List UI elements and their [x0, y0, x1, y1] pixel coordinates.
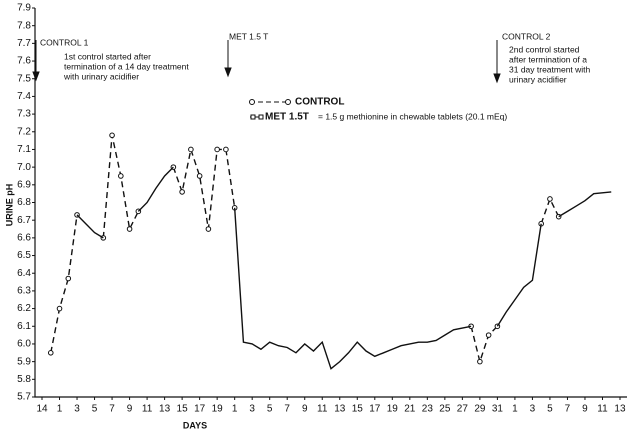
point [56, 305, 63, 312]
y-tick-label: 5.9 [17, 356, 31, 367]
x-tick-label: 7 [284, 404, 290, 415]
x-axis-label: DAYS [183, 420, 207, 430]
x-tick-label: 5 [547, 404, 553, 415]
x-tick-label: 11 [317, 404, 328, 415]
y-tick-label: 7.0 [17, 162, 31, 173]
x-tick-label: 29 [474, 404, 486, 415]
x-tick-label: 19 [212, 404, 224, 415]
x-tick-label: 13 [159, 404, 171, 415]
x-tick-label: 15 [177, 404, 189, 415]
point [188, 146, 194, 153]
point [118, 173, 124, 179]
point [547, 196, 553, 202]
x-tick-label: 1 [232, 404, 238, 415]
y-tick-label: 7.8 [17, 20, 31, 31]
x-tick-label: 3 [249, 404, 255, 415]
x-tick-label: 1 [512, 404, 518, 415]
y-tick-label: 6.7 [17, 215, 31, 226]
annotation-line: urinary acidifier [509, 74, 567, 84]
x-tick-label: 9 [302, 404, 308, 415]
point [196, 173, 203, 179]
annotation-line: with urinary acidifier [63, 71, 139, 81]
x-tick-label: 9 [127, 404, 133, 415]
point [485, 332, 492, 338]
x-tick-label: 7 [109, 404, 115, 415]
y-tick-label: 6.9 [17, 179, 31, 190]
x-tick-label: 3 [74, 404, 80, 415]
point [65, 275, 72, 282]
point [126, 226, 133, 232]
point [179, 189, 185, 195]
x-tick-label: 1 [57, 404, 63, 415]
x-tick-label: 19 [387, 404, 399, 415]
x-tick-label: 11 [597, 404, 608, 415]
y-tick-label: 7.5 [17, 73, 31, 84]
y-tick-label: 6.0 [17, 339, 31, 350]
point [214, 146, 220, 153]
legend-label: CONTROL [295, 97, 344, 108]
legend-marker [249, 99, 255, 105]
x-tick-label: 13 [614, 404, 626, 415]
y-tick-label: 6.3 [17, 286, 31, 297]
y-tick-label: 7.9 [17, 3, 31, 14]
point [205, 226, 212, 232]
point [47, 349, 54, 356]
x-tick-label: 7 [565, 404, 571, 415]
x-tick-label: 31 [492, 404, 504, 415]
y-tick-label: 5.7 [17, 392, 31, 403]
x-tick-label: 17 [194, 404, 206, 415]
annotation-line: after termination of a [509, 54, 587, 64]
x-tick-label: 23 [422, 404, 434, 415]
annotation-title: MET 1.5 T [229, 31, 268, 41]
y-tick-label: 6.5 [17, 250, 31, 261]
legend-marker [250, 114, 256, 120]
annotation-arrows [32, 40, 501, 84]
x-tick-label: 5 [267, 404, 273, 415]
legend-marker [285, 99, 291, 105]
y-tick-label: 7.1 [17, 144, 31, 155]
x-tick-label: 5 [92, 404, 98, 415]
x-tick-label: 25 [439, 404, 451, 415]
y-tick-label: 7.2 [17, 126, 31, 137]
y-tick-label: 6.4 [17, 268, 31, 279]
y-tick-label: 6.2 [17, 303, 31, 314]
annotation-line: 2nd control started [509, 44, 580, 54]
x-tick-label: 9 [582, 404, 588, 415]
annotation-line: termination of a 14 day treatment [64, 61, 189, 71]
legend-label: MET 1.5T [265, 112, 309, 123]
y-tick-label: 6.8 [17, 197, 31, 208]
legend-marker [258, 114, 264, 120]
y-tick-label: 7.3 [17, 109, 31, 120]
y-tick-label: 7.4 [17, 91, 31, 102]
annotation-line: 1st control started after [64, 51, 151, 61]
x-tick-label: 17 [369, 404, 381, 415]
x-tick-label: 13 [334, 404, 346, 415]
y-tick-label: 6.1 [17, 321, 31, 332]
y-tick-label: 7.6 [17, 56, 31, 67]
series-line [76, 166, 612, 370]
legend: CONTROL MET 1.5T = 1.5 g methionine in c… [249, 97, 507, 123]
point [477, 358, 483, 365]
x-tick-label: 11 [142, 404, 153, 415]
x-tick-label: 15 [352, 404, 364, 415]
annotation-title: CONTROL 1 [40, 37, 89, 47]
x-tick-label: 27 [457, 404, 469, 415]
legend-note: = 1.5 g methionine in chewable tablets (… [318, 111, 507, 121]
annotation-line: 31 day treatment with [509, 64, 591, 74]
y-axis-label: URINE pH [4, 184, 14, 227]
x-tick-label: 3 [530, 404, 536, 415]
x-tick-label: 21 [404, 404, 416, 415]
y-tick-label: 6.6 [17, 233, 31, 244]
point [109, 132, 115, 139]
point [223, 146, 229, 153]
x-tick-label: 14 [36, 404, 48, 415]
annotation-title: CONTROL 2 [502, 31, 551, 41]
y-tick-label: 7.7 [17, 38, 31, 49]
series-line [50, 135, 560, 365]
y-tick-label: 5.8 [17, 374, 31, 385]
